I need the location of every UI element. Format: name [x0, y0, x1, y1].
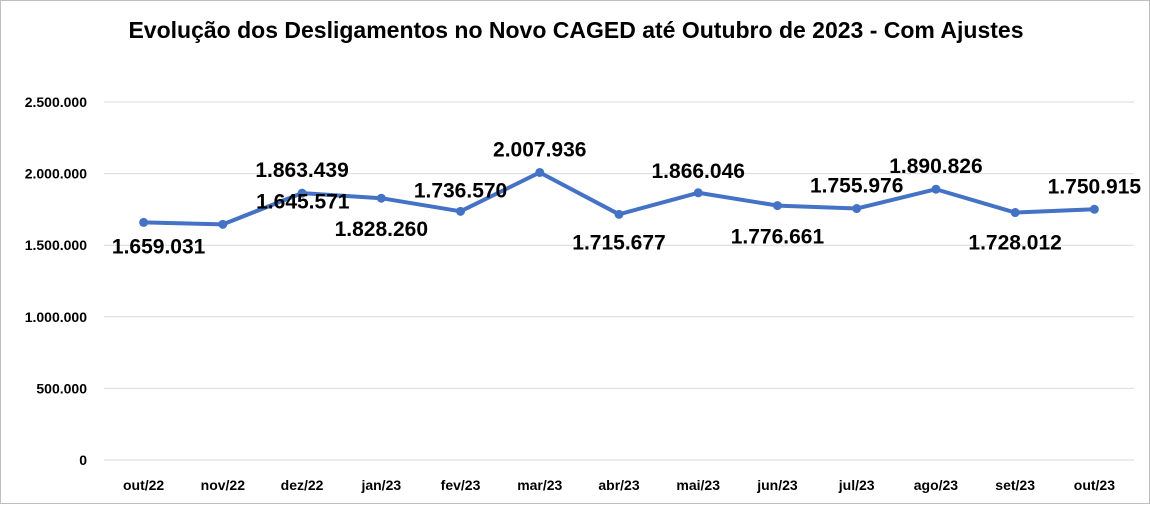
x-tick-label: abr/23: [598, 477, 639, 493]
y-tick-label: 0: [79, 452, 87, 468]
x-tick-label: ago/23: [914, 477, 959, 493]
data-point: [693, 188, 703, 198]
data-label: 1.828.260: [335, 218, 428, 241]
x-tick-label: mar/23: [517, 477, 562, 493]
data-point: [456, 206, 466, 216]
data-point: [376, 193, 386, 203]
y-tick-label: 1.500.000: [25, 237, 87, 253]
data-point: [297, 188, 307, 198]
data-point: [772, 201, 782, 211]
data-point: [139, 217, 149, 227]
x-tick-label: jul/23: [838, 477, 875, 493]
data-point: [852, 204, 862, 214]
data-label: 1.659.031: [112, 235, 206, 258]
y-tick-label: 500.000: [36, 380, 87, 396]
y-tick-label: 2.000.000: [25, 166, 87, 182]
x-tick-label: dez/22: [281, 477, 324, 493]
x-tick-label: jan/23: [360, 477, 401, 493]
x-tick-label: nov/22: [201, 477, 246, 493]
data-label: 1.863.439: [255, 159, 348, 182]
data-point: [931, 184, 941, 194]
y-tick-label: 1.000.000: [25, 309, 87, 325]
data-point: [218, 219, 228, 229]
data-label: 1.645.571: [256, 190, 350, 213]
data-label: 1.728.012: [968, 232, 1061, 255]
data-label: 1.750.915: [1048, 175, 1142, 198]
y-tick-label: 2.500.000: [25, 94, 87, 110]
x-tick-label: fev/23: [441, 477, 481, 493]
data-label: 1.776.661: [731, 226, 825, 249]
data-label: 1.866.046: [652, 160, 745, 183]
data-label: 1.890.826: [889, 155, 982, 178]
data-label: 1.755.976: [810, 175, 903, 198]
data-point: [1010, 208, 1020, 218]
chart-title: Evolução dos Desligamentos no Novo CAGED…: [128, 17, 1024, 43]
data-label: 2.007.936: [493, 138, 586, 161]
data-point: [535, 167, 545, 177]
data-label: 1.736.570: [414, 179, 507, 202]
data-label: 1.715.677: [572, 231, 665, 254]
x-tick-label: out/23: [1074, 477, 1115, 493]
x-tick-label: out/22: [123, 477, 164, 493]
x-tick-label: mai/23: [676, 477, 720, 493]
data-point: [614, 209, 624, 219]
data-point: [1089, 204, 1099, 214]
x-tick-label: set/23: [995, 477, 1035, 493]
x-tick-label: jun/23: [756, 477, 798, 493]
